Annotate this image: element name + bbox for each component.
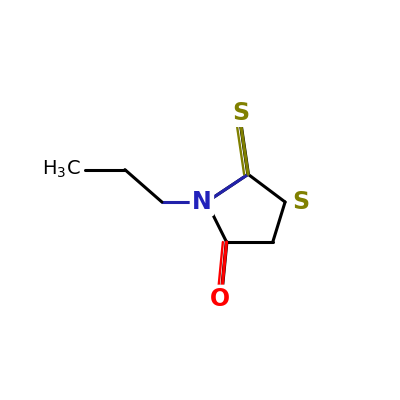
Text: H$_3$C: H$_3$C	[42, 159, 80, 180]
Text: N: N	[192, 190, 212, 214]
Text: S: S	[292, 190, 309, 214]
Text: S: S	[232, 101, 249, 125]
Text: O: O	[210, 287, 230, 311]
